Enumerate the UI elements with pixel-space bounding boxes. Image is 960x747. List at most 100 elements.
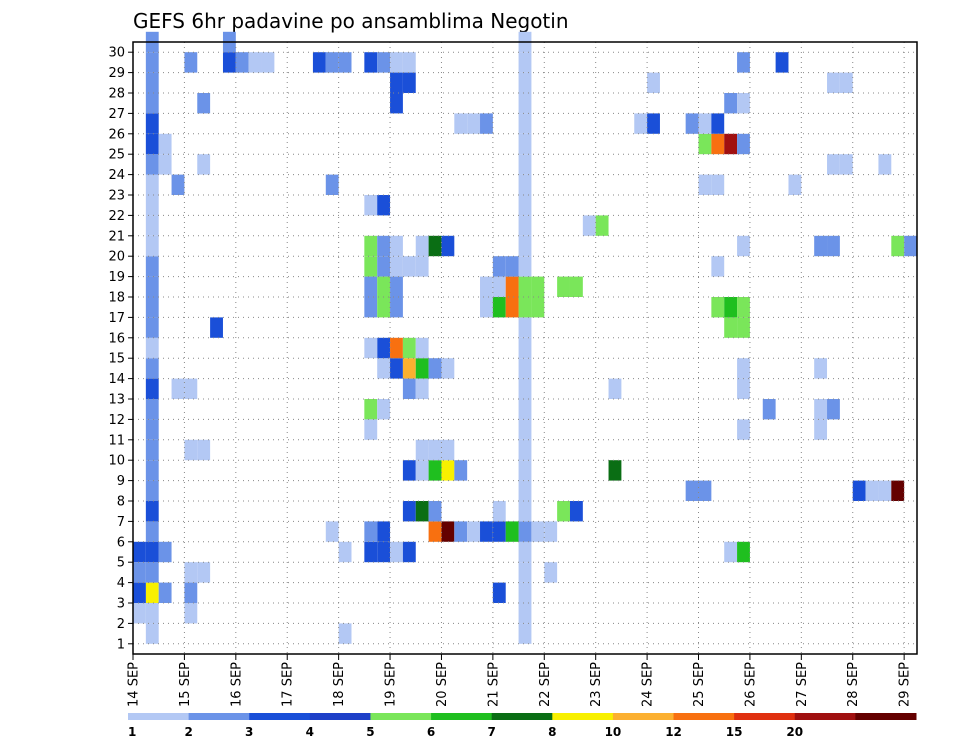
precip-cell (518, 154, 532, 175)
precip-cell (390, 256, 403, 277)
precip-cell (505, 521, 519, 542)
y-tick-label: 28 (108, 87, 125, 102)
precip-cell (814, 358, 828, 379)
precip-cell (402, 256, 416, 277)
colorbar-swatch (309, 713, 371, 720)
precip-cell (415, 256, 429, 277)
precip-cell (711, 133, 725, 155)
precip-cell (402, 501, 416, 522)
precip-cell (145, 358, 159, 379)
precip-cell (428, 235, 442, 257)
precip-cell (415, 358, 429, 379)
precip-cell (145, 93, 159, 114)
y-axis-ticks: 1234567891011121314151617181920212223242… (108, 46, 133, 652)
precip-cell (338, 623, 352, 644)
precip-cell (390, 52, 403, 73)
precip-cell (364, 399, 378, 420)
precip-cell (518, 256, 532, 277)
precip-cell (737, 133, 750, 155)
colorbar-label: 4 (306, 725, 314, 739)
colorbar-swatch (552, 713, 614, 720)
precip-cell (415, 439, 429, 461)
precip-cell (184, 603, 198, 624)
x-tick-label: 20 SEP (435, 662, 450, 707)
precip-cell (711, 113, 725, 134)
precip-cell (518, 603, 532, 624)
precip-cell (377, 256, 391, 277)
precip-cell (145, 623, 159, 644)
y-tick-label: 21 (108, 229, 125, 244)
y-tick-label: 10 (108, 454, 125, 469)
precip-cell (364, 256, 378, 277)
precip-cell (325, 52, 339, 73)
precip-cell (402, 52, 416, 73)
precip-cell (518, 337, 532, 359)
precip-cell (454, 521, 468, 542)
precip-cell (364, 521, 378, 542)
precip-cell (145, 276, 159, 297)
precip-cell (737, 419, 750, 440)
precip-cell (737, 52, 750, 73)
colorbar-label: 3 (245, 725, 253, 739)
precip-cell (467, 113, 481, 134)
precip-cell (647, 72, 660, 93)
colorbar-swatch (249, 713, 311, 720)
colorbar-label: 6 (427, 725, 435, 739)
precip-cell (608, 378, 622, 399)
precip-cell (390, 358, 403, 379)
y-tick-label: 15 (108, 352, 125, 367)
precip-cell (441, 460, 455, 481)
x-tick-label: 24 SEP (641, 662, 656, 707)
precip-cell (145, 133, 159, 155)
precip-cell (377, 358, 391, 379)
precip-cell (377, 541, 391, 563)
precip-cell (492, 256, 506, 277)
precip-cell (518, 399, 532, 420)
precip-cell (518, 460, 532, 481)
precip-cell (428, 460, 442, 481)
precip-cell (595, 215, 609, 236)
precip-cell (518, 93, 532, 114)
precip-cell (737, 317, 750, 338)
colorbar-label: 10 (605, 725, 622, 739)
x-tick-label: 18 SEP (332, 662, 347, 707)
precip-cell (402, 460, 416, 481)
precip-cell (634, 113, 648, 134)
precip-cell (441, 358, 455, 379)
precip-cell (158, 541, 172, 563)
precip-cell (904, 235, 917, 257)
precip-cell (492, 501, 506, 522)
y-tick-label: 27 (108, 107, 125, 122)
precip-cell (428, 521, 442, 542)
precip-cell (518, 582, 532, 603)
precip-cell (222, 52, 236, 73)
precip-cell (145, 603, 159, 624)
precip-cell (364, 52, 378, 73)
precip-cell (518, 480, 532, 501)
y-tick-label: 26 (108, 127, 125, 142)
colorbar-swatch (673, 713, 735, 720)
x-tick-label: 16 SEP (229, 662, 244, 707)
precip-cell (184, 582, 198, 603)
precip-cell (145, 399, 159, 420)
y-tick-label: 22 (108, 209, 125, 224)
y-tick-label: 16 (108, 331, 125, 346)
precip-cell (711, 174, 725, 195)
precip-cell (518, 358, 532, 379)
colorbar-swatch (431, 713, 493, 720)
precip-cell (698, 174, 712, 195)
precip-cell (145, 541, 159, 563)
y-tick-label: 30 (108, 46, 125, 61)
y-tick-label: 24 (108, 168, 125, 183)
colorbar: 1 2 3 4 5 6 7 8 10 12 15 20 (128, 713, 917, 739)
precip-cell (454, 460, 468, 481)
y-tick-label: 29 (108, 66, 125, 81)
precip-cell (184, 439, 198, 461)
precip-cell (685, 480, 699, 501)
precip-cell (145, 256, 159, 277)
precip-cell (518, 378, 532, 399)
precip-cell (145, 317, 159, 338)
precip-cell (364, 337, 378, 359)
colorbar-swatch (794, 713, 856, 720)
